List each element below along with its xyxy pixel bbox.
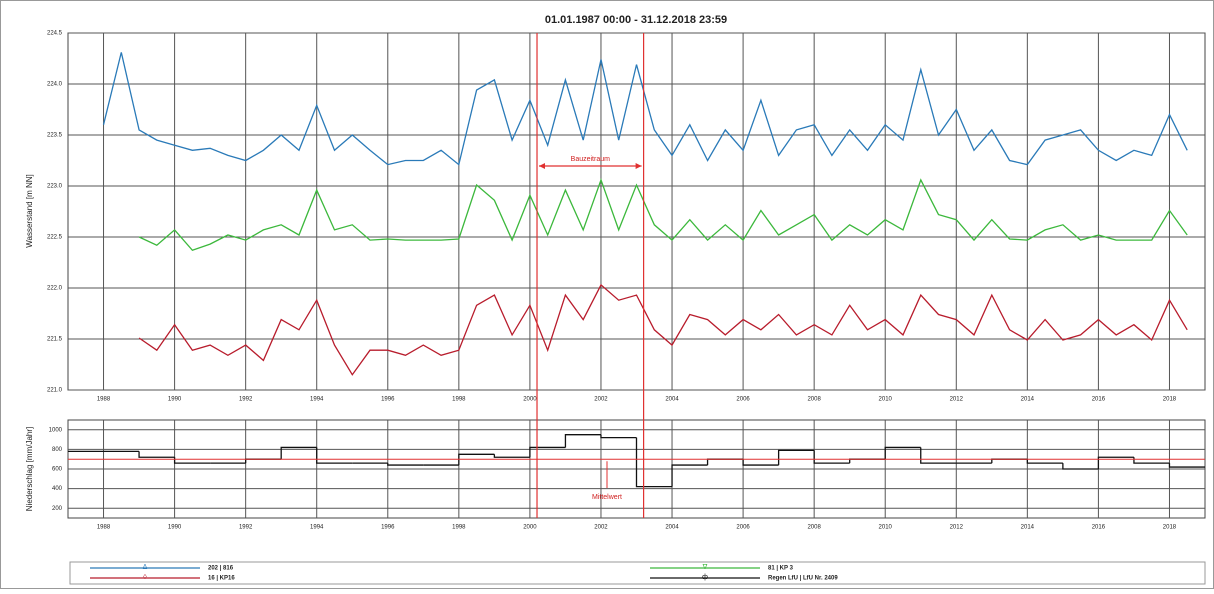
- step-segment: [1026, 459, 1063, 464]
- x-tick-label: 1994: [310, 525, 324, 531]
- legend-label: 202 | 816: [208, 566, 234, 572]
- step-segment: [138, 451, 175, 458]
- step-segment: [280, 446, 317, 460]
- legend-label: 16 | KP16: [208, 576, 235, 582]
- legend-label: Regen LfU | LfU Nr. 2409: [768, 576, 838, 582]
- step-segment: [884, 446, 921, 460]
- x-tick-label: 2006: [736, 397, 750, 403]
- x-tick-label: 1996: [381, 525, 395, 531]
- legend-symbol: ∇: [702, 563, 708, 571]
- y-tick-label: 600: [52, 467, 63, 473]
- x-tick-label: 1990: [168, 397, 182, 403]
- y-tick-label: 224.5: [47, 31, 63, 37]
- annotation: Mittelwert: [592, 494, 622, 501]
- x-tick-label: 2000: [523, 525, 537, 531]
- x-tick-label: 1988: [97, 525, 111, 531]
- x-tick-label: 2016: [1092, 397, 1106, 403]
- x-tick-label: 2014: [1021, 397, 1035, 403]
- chart-title: 01.01.1987 00:00 - 31.12.2018 23:59: [545, 14, 727, 26]
- step-segment: [1097, 456, 1134, 469]
- step-segment: [600, 434, 637, 439]
- legend-symbol: Δ: [143, 564, 148, 571]
- y-axis-label: Wasserstand [m NN]: [25, 174, 34, 248]
- step-segment: [813, 450, 850, 464]
- x-tick-label: 2004: [665, 397, 679, 403]
- step-segment: [635, 437, 673, 488]
- x-tick-label: 1992: [239, 525, 253, 531]
- x-tick-label: 1990: [168, 525, 182, 531]
- x-tick-label: 2006: [736, 525, 750, 531]
- y-tick-label: 200: [52, 506, 63, 512]
- y-tick-label: 221.0: [47, 388, 63, 394]
- series-line: [102, 52, 1188, 166]
- series-line: [138, 283, 1188, 376]
- step-segment: [387, 463, 424, 466]
- legend: [69, 561, 1206, 585]
- legend-symbol: ◊: [143, 574, 147, 581]
- y-tick-label: 222.5: [47, 235, 63, 241]
- y-axis-label: Niederschlag [mm/Jahr]: [25, 427, 34, 511]
- x-tick-label: 2004: [665, 525, 679, 531]
- annotation: Bauzeitraum: [571, 156, 610, 163]
- y-tick-label: 224.0: [47, 82, 63, 88]
- x-tick-label: 2008: [807, 397, 821, 403]
- series-line: [138, 177, 1188, 252]
- x-tick-label: 1992: [239, 397, 253, 403]
- y-tick-label: 1000: [49, 427, 63, 433]
- step-segment: [671, 464, 708, 487]
- x-tick-label: 2016: [1092, 525, 1106, 531]
- y-tick-label: 223.5: [47, 133, 63, 139]
- step-segment: [1168, 463, 1205, 468]
- x-tick-label: 2014: [1021, 525, 1035, 531]
- step-segment: [742, 459, 779, 466]
- step-segment: [564, 434, 601, 448]
- x-tick-label: 1996: [381, 397, 395, 403]
- step-segment: [316, 447, 353, 464]
- x-tick-label: 1998: [452, 525, 466, 531]
- y-tick-label: 800: [52, 447, 63, 453]
- x-tick-label: 2012: [950, 397, 964, 403]
- y-tick-label: 223.0: [47, 184, 63, 190]
- x-tick-label: 1994: [310, 397, 324, 403]
- x-tick-label: 1988: [97, 397, 111, 403]
- y-tick-label: 400: [52, 486, 63, 492]
- x-tick-label: 2010: [879, 397, 893, 403]
- step-segment: [1062, 463, 1099, 470]
- y-tick-label: 222.0: [47, 286, 63, 292]
- legend-label: 81 | KP 3: [768, 566, 794, 572]
- legend-symbol: ф: [702, 574, 708, 581]
- y-tick-label: 221.5: [47, 337, 63, 343]
- x-tick-label: 2010: [879, 525, 893, 531]
- x-tick-label: 2018: [1163, 525, 1177, 531]
- x-tick-label: 2012: [950, 525, 964, 531]
- step-segment: [529, 446, 566, 458]
- x-tick-label: 2000: [523, 397, 537, 403]
- x-tick-label: 2008: [807, 525, 821, 531]
- x-tick-label: 2002: [594, 397, 608, 403]
- x-tick-label: 2002: [594, 525, 608, 531]
- step-segment: [777, 449, 815, 466]
- step-segment: [458, 453, 495, 466]
- x-tick-label: 1998: [452, 397, 466, 403]
- x-tick-label: 2018: [1163, 397, 1177, 403]
- step-segment: [493, 454, 530, 458]
- step-segment: [920, 447, 957, 464]
